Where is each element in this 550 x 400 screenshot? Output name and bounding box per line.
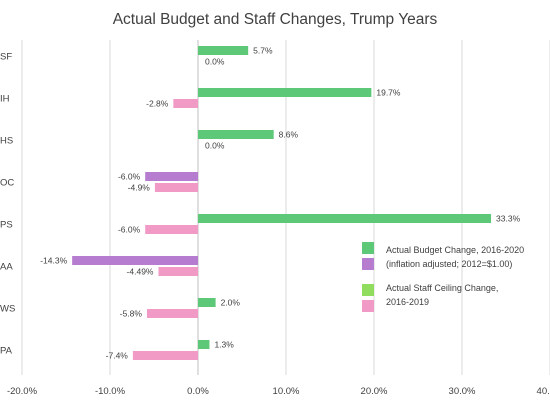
bar-ps-series-2: [145, 225, 198, 234]
legend-label: (inflation adjusted; 2012=$1.00): [386, 259, 512, 269]
bar-aa-series-1: [72, 256, 198, 265]
category-label: AA: [0, 262, 13, 273]
data-label: -4.9%: [128, 183, 151, 193]
data-label: 19.7%: [376, 88, 401, 98]
bar-ws-series-2: [146, 309, 198, 318]
data-label: -5.8%: [120, 309, 143, 319]
legend-swatch-2: [362, 258, 374, 270]
chart-title: Actual Budget and Staff Changes, Trump Y…: [113, 11, 438, 28]
x-tick-label: 20.0%: [361, 386, 388, 397]
x-axis-ticks: -20.0% -10.0% 0.0% 10.0% 20.0% 30.0% 40.0%: [7, 386, 550, 397]
data-labels: 5.7%0.0%19.7%-2.8%8.6%0.0%-6.0%-4.9%33.3…: [40, 46, 520, 361]
x-tick-label: -20.0%: [7, 386, 38, 397]
bar-sf-series-1: [198, 46, 249, 55]
data-label: -6.0%: [118, 225, 141, 235]
x-tick-label: 0.0%: [187, 386, 209, 397]
data-label: 0.0%: [205, 57, 225, 67]
bar-oc-series-2: [154, 183, 198, 192]
category-label: HS: [0, 136, 13, 147]
bar-ps-series-1: [198, 214, 492, 223]
x-tick-label: 30.0%: [449, 386, 476, 397]
data-label: 5.7%: [253, 46, 273, 56]
category-label: PS: [0, 220, 13, 231]
x-tick-label: 40.0%: [537, 386, 550, 397]
legend-swatch-3: [362, 284, 374, 296]
legend-swatch-4: [362, 300, 374, 312]
bar-ih-series-1: [198, 88, 372, 97]
category-labels: SF IH HS OC PS AA WS PA: [0, 52, 15, 357]
category-label: PA: [0, 346, 13, 357]
data-label: 1.3%: [214, 340, 234, 350]
bar-pa-series-1: [198, 340, 210, 349]
data-label: -7.4%: [106, 351, 129, 361]
data-label: -6.0%: [118, 172, 141, 182]
data-label: 33.3%: [496, 214, 521, 224]
data-label: 8.6%: [279, 130, 299, 140]
legend-label: Actual Budget Change, 2016-2020: [386, 245, 524, 255]
bar-oc-series-1: [145, 172, 198, 181]
category-label: OC: [0, 178, 14, 189]
category-label: WS: [0, 304, 15, 315]
bar-ih-series-2: [173, 99, 198, 108]
x-tick-label: -10.0%: [95, 386, 126, 397]
x-tick-label: 10.0%: [273, 386, 300, 397]
data-label: -14.3%: [40, 256, 67, 266]
data-label: 0.0%: [205, 141, 225, 151]
category-label: IH: [0, 94, 10, 105]
legend-label: 2016-2019: [386, 297, 429, 307]
legend: Actual Budget Change, 2016-2020 (inflatio…: [362, 242, 524, 312]
bar-pa-series-2: [132, 351, 198, 360]
legend-label: Actual Staff Ceiling Change,: [386, 283, 498, 293]
data-label: -2.8%: [146, 99, 169, 109]
bar-ws-series-1: [198, 298, 216, 307]
data-label: 2.0%: [221, 298, 241, 308]
bar-hs-series-1: [198, 130, 274, 139]
bar-aa-series-2: [158, 267, 198, 276]
bars: [72, 46, 492, 360]
legend-swatch-1: [362, 242, 374, 254]
category-label: SF: [0, 52, 12, 63]
data-label: -4.49%: [127, 267, 154, 277]
